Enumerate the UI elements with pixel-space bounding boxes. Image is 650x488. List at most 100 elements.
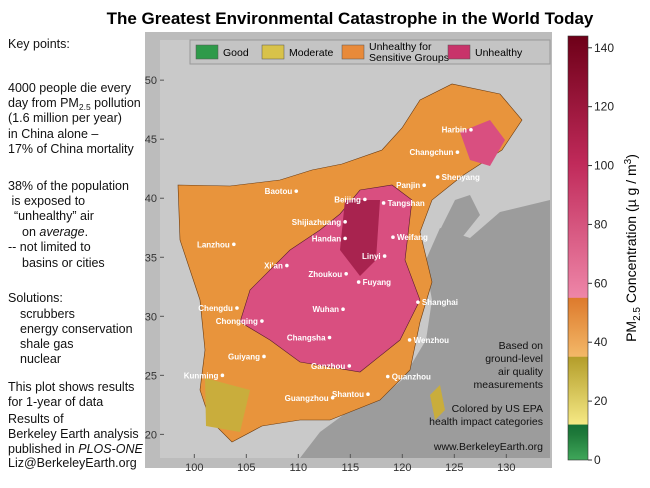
city-label: Ganzhou xyxy=(311,362,345,371)
legend-label: Moderate xyxy=(289,47,334,59)
key-points: Key points: 4000 people die every day fr… xyxy=(8,37,143,470)
note-line: Key points: xyxy=(8,37,70,51)
city-label: Changsha xyxy=(287,334,326,343)
city-dot xyxy=(422,183,426,188)
x-tick-label: 100 xyxy=(185,462,203,474)
city-label: Changchun xyxy=(409,148,453,157)
legend-label: Good xyxy=(223,47,249,59)
note-text: average xyxy=(39,225,84,239)
legend-swatch xyxy=(261,44,285,60)
city-label: Harbin xyxy=(442,126,467,135)
map-note: health impact categories xyxy=(429,416,543,428)
y-tick-label: 25 xyxy=(145,370,157,382)
city-dot xyxy=(235,306,239,310)
legend xyxy=(189,39,551,65)
region-moderate xyxy=(205,378,250,432)
city-label: Lanzhou xyxy=(197,240,230,249)
note-line: on average. xyxy=(22,225,88,239)
note-text: day from PM xyxy=(8,96,79,110)
region-moderate xyxy=(430,385,445,420)
city-label: Guangzhou xyxy=(285,394,329,403)
note-line: scrubbers xyxy=(20,307,75,321)
label-text: Concentration (µ g / m xyxy=(623,164,639,307)
note-line: Solutions: xyxy=(8,291,63,305)
x-tick-label: 110 xyxy=(290,462,308,474)
colorbar-label: PM2.5 Concentration (µ g / m3) xyxy=(623,154,643,342)
colorbar-tick-label: 140 xyxy=(594,41,614,55)
city-label: Chongqing xyxy=(216,317,258,326)
city-label: Baotou xyxy=(265,187,293,196)
y-tick-label: 20 xyxy=(145,429,157,441)
city-label: Zhoukou xyxy=(308,270,342,279)
note-line: in China alone – xyxy=(8,127,98,141)
x-tick-label: 105 xyxy=(237,462,255,474)
city-label: Shantou xyxy=(332,390,364,399)
website: www.BerkeleyEarth.org xyxy=(433,441,543,453)
legend-label: Unhealthy xyxy=(475,47,523,59)
sea xyxy=(440,195,480,240)
city-label: Handan xyxy=(312,234,341,243)
note-line: published in PLOS-ONE xyxy=(8,442,143,456)
city-dot xyxy=(435,175,440,179)
legend-swatch xyxy=(341,44,365,60)
note-text: published in xyxy=(8,442,78,456)
note-line: 17% of China mortality xyxy=(8,142,135,156)
note-text: on xyxy=(22,225,39,239)
legend-swatch xyxy=(447,44,471,60)
colorbar-tick-label: 80 xyxy=(594,217,608,231)
y-tick-label: 45 xyxy=(145,134,157,146)
map-note: ground-level xyxy=(485,353,543,365)
colorbar-tick-label: 100 xyxy=(594,159,614,173)
note-line: This plot shows results xyxy=(8,380,134,394)
colorbar xyxy=(567,35,589,461)
city-dot xyxy=(260,319,264,323)
city-dot xyxy=(343,236,347,241)
city-dot xyxy=(385,374,390,379)
note-text: PLOS-ONE xyxy=(78,442,143,456)
city-label: Chengdu xyxy=(198,304,233,313)
city-label: Quanzhou xyxy=(392,373,431,382)
city-dot xyxy=(356,280,361,284)
y-tick-label: 30 xyxy=(145,311,157,323)
city-label: Xi'an xyxy=(264,262,283,271)
city-dot xyxy=(455,150,460,154)
title: The Greatest Environmental Catastrophe i… xyxy=(107,9,594,28)
city-dot xyxy=(232,242,236,247)
label-text: ) xyxy=(623,154,639,159)
city-label: Shanghai xyxy=(422,298,458,307)
city-label: Shijiazhuang xyxy=(292,218,341,227)
city-dot xyxy=(347,364,352,368)
colorbar-tick-label: 60 xyxy=(594,276,608,290)
city-dot xyxy=(343,220,347,224)
city-dot xyxy=(344,271,348,276)
legend-label: Sensitive Groups xyxy=(369,52,449,64)
x-tick-label: 115 xyxy=(342,462,360,474)
note-line: shale gas xyxy=(20,337,74,351)
city-dot xyxy=(366,392,370,397)
note-line: energy conservation xyxy=(20,322,133,336)
note-line: Liz@BerkeleyEarth.org xyxy=(8,456,137,470)
label-sub: 2.5 xyxy=(632,307,643,321)
note-text: pollution xyxy=(91,96,141,110)
city-label: Linyi xyxy=(362,252,381,261)
city-dot xyxy=(330,395,335,400)
note-line: 38% of the population xyxy=(8,179,129,193)
note-text: . xyxy=(85,225,88,239)
city-label: Weifang xyxy=(397,233,428,242)
city-dot xyxy=(294,189,299,193)
city-label: Wenzhou xyxy=(414,336,450,345)
y-tick-label: 35 xyxy=(145,252,157,264)
city-dot xyxy=(341,307,345,312)
city-label: Tangshan xyxy=(388,199,425,208)
legend-label: Unhealthy for xyxy=(369,41,432,53)
city-dot xyxy=(407,338,412,342)
note-line: is exposed to xyxy=(8,194,85,208)
city-dot xyxy=(469,127,473,132)
note-line: nuclear xyxy=(20,352,61,366)
city-label: Wuhan xyxy=(313,305,340,314)
city-label: Panjin xyxy=(396,181,420,190)
city-dot xyxy=(285,263,289,268)
city-dot xyxy=(382,254,387,258)
colorbar-tick-label: 20 xyxy=(594,394,608,408)
